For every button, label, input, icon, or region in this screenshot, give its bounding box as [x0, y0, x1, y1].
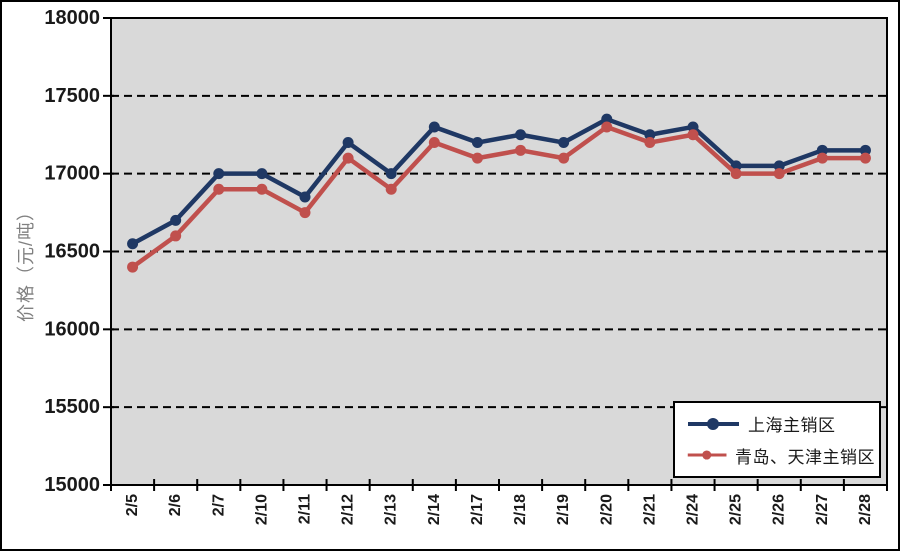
data-point: [213, 168, 225, 180]
data-point: [558, 137, 570, 149]
data-point: [859, 152, 871, 164]
data-point: [601, 113, 613, 125]
x-tick-label: 2/28: [857, 494, 874, 525]
legend-line-marker-icon: [688, 417, 739, 430]
data-point: [385, 168, 397, 180]
series-line-0: [130, 116, 868, 246]
x-tick-label: 2/14: [426, 494, 443, 525]
y-tick-label: 16000: [44, 318, 100, 340]
data-point: [730, 168, 742, 180]
data-point: [170, 214, 182, 226]
series-line-1: [130, 124, 868, 270]
x-tick-label: 2/24: [685, 494, 702, 525]
x-tick-label: 2/11: [297, 494, 314, 524]
data-point: [342, 137, 354, 149]
data-point: [558, 152, 570, 164]
legend-label-shanghai: 上海主销区: [748, 416, 836, 436]
data-point: [773, 168, 785, 180]
data-point: [385, 183, 397, 195]
y-axis-title: 价格（元/吨）: [16, 202, 36, 322]
data-point: [127, 261, 139, 273]
data-point: [859, 144, 871, 156]
x-tick-label: 2/26: [771, 494, 788, 525]
y-tick-label: 16500: [44, 241, 100, 263]
data-point: [299, 207, 311, 219]
data-point: [687, 121, 699, 133]
data-point: [342, 152, 354, 164]
legend-line-marker-icon: [687, 450, 727, 460]
data-point: [601, 121, 613, 133]
x-tick-label: 2/7: [210, 494, 227, 516]
y-tick-label: 15000: [44, 474, 100, 496]
x-tick-label: 2/27: [814, 494, 831, 525]
x-tick-label: 2/21: [641, 494, 658, 525]
data-point: [256, 183, 268, 195]
data-point: [687, 129, 699, 141]
legend-label-qingdao-tianjin: 青岛、天津主销区: [735, 447, 875, 467]
x-tick-label: 2/10: [253, 494, 270, 525]
data-point: [127, 238, 139, 250]
data-point: [170, 230, 182, 242]
data-point: [256, 168, 268, 180]
x-tick-label: 2/18: [512, 494, 529, 525]
data-point: [471, 137, 483, 149]
plot-border: [110, 17, 888, 486]
y-tick-label: 17000: [44, 163, 100, 185]
data-point: [515, 144, 527, 156]
x-tick-label: 2/12: [340, 494, 357, 525]
data-point: [213, 183, 225, 195]
y-tick-label: 17500: [44, 85, 100, 107]
y-tick-label: 15500: [44, 396, 100, 418]
legend-item-shanghai: 上海主销区: [687, 411, 875, 436]
data-point: [471, 152, 483, 164]
data-point: [644, 137, 656, 149]
legend: 上海主销区 青岛、天津主销区: [673, 401, 881, 478]
y-tick-label: 18000: [44, 7, 100, 29]
data-point: [816, 144, 828, 156]
x-tick-label: 2/20: [598, 494, 615, 525]
x-tick-label: 2/5: [124, 494, 141, 516]
data-point: [816, 152, 828, 164]
x-tick-label: 2/6: [167, 494, 184, 516]
legend-item-qingdao-tianjin: 青岛、天津主销区: [687, 443, 875, 468]
x-tick-label: 2/17: [469, 494, 486, 525]
data-point: [644, 129, 656, 141]
x-tick-label: 2/19: [555, 494, 572, 525]
data-point: [299, 191, 311, 203]
data-point: [428, 137, 440, 149]
data-point: [428, 121, 440, 133]
data-point: [773, 160, 785, 172]
x-tick-label: 2/13: [383, 494, 400, 525]
data-point: [515, 129, 527, 141]
x-tick-label: 2/25: [728, 494, 745, 525]
